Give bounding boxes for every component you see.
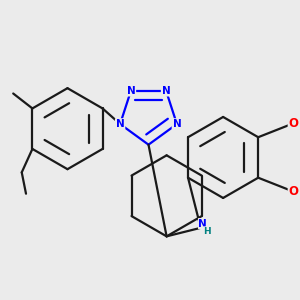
Text: N: N (172, 119, 181, 129)
Text: O: O (288, 185, 298, 198)
Text: N: N (199, 219, 207, 229)
Text: N: N (116, 119, 124, 129)
Text: N: N (162, 86, 170, 96)
Text: H: H (203, 226, 211, 236)
Text: N: N (127, 86, 135, 96)
Text: O: O (288, 117, 298, 130)
